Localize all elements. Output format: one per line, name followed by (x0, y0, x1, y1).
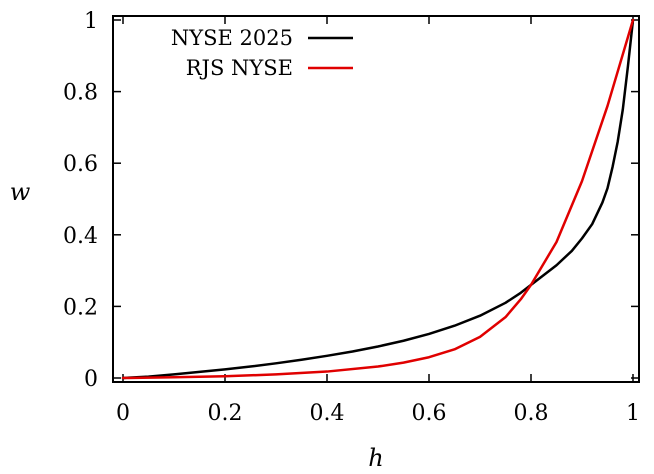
y-tick-label: 1 (84, 9, 98, 34)
series-lines (121, 18, 635, 380)
x-axis-title: h (368, 444, 383, 472)
legend: NYSE 2025 RJS NYSE (171, 26, 353, 80)
legend-label-0: NYSE 2025 (171, 26, 293, 50)
x-tick-label: 0.4 (310, 401, 345, 426)
x-tick-label: 0.2 (208, 401, 243, 426)
x-tick-label: 1 (626, 401, 640, 426)
y-tick-label: 0.6 (63, 152, 98, 177)
y-tick-label: 0 (84, 367, 98, 392)
legend-label-1: RJS NYSE (186, 56, 293, 80)
series-line-0 (121, 18, 635, 380)
series-line-1 (121, 18, 635, 380)
y-tick-label: 0.4 (63, 224, 98, 249)
plot-frame (112, 15, 640, 383)
y-tick-label: 0.2 (63, 295, 98, 320)
axis-ticks: 0 0.2 0.4 0.6 0.8 1 0 0.2 0.4 0.6 0.8 1 (63, 9, 640, 426)
x-tick-label: 0.6 (412, 401, 447, 426)
x-tick-label: 0.8 (514, 401, 549, 426)
x-tick-label: 0 (116, 401, 130, 426)
y-tick-label: 0.8 (63, 81, 98, 106)
y-axis-title: w (10, 178, 31, 206)
